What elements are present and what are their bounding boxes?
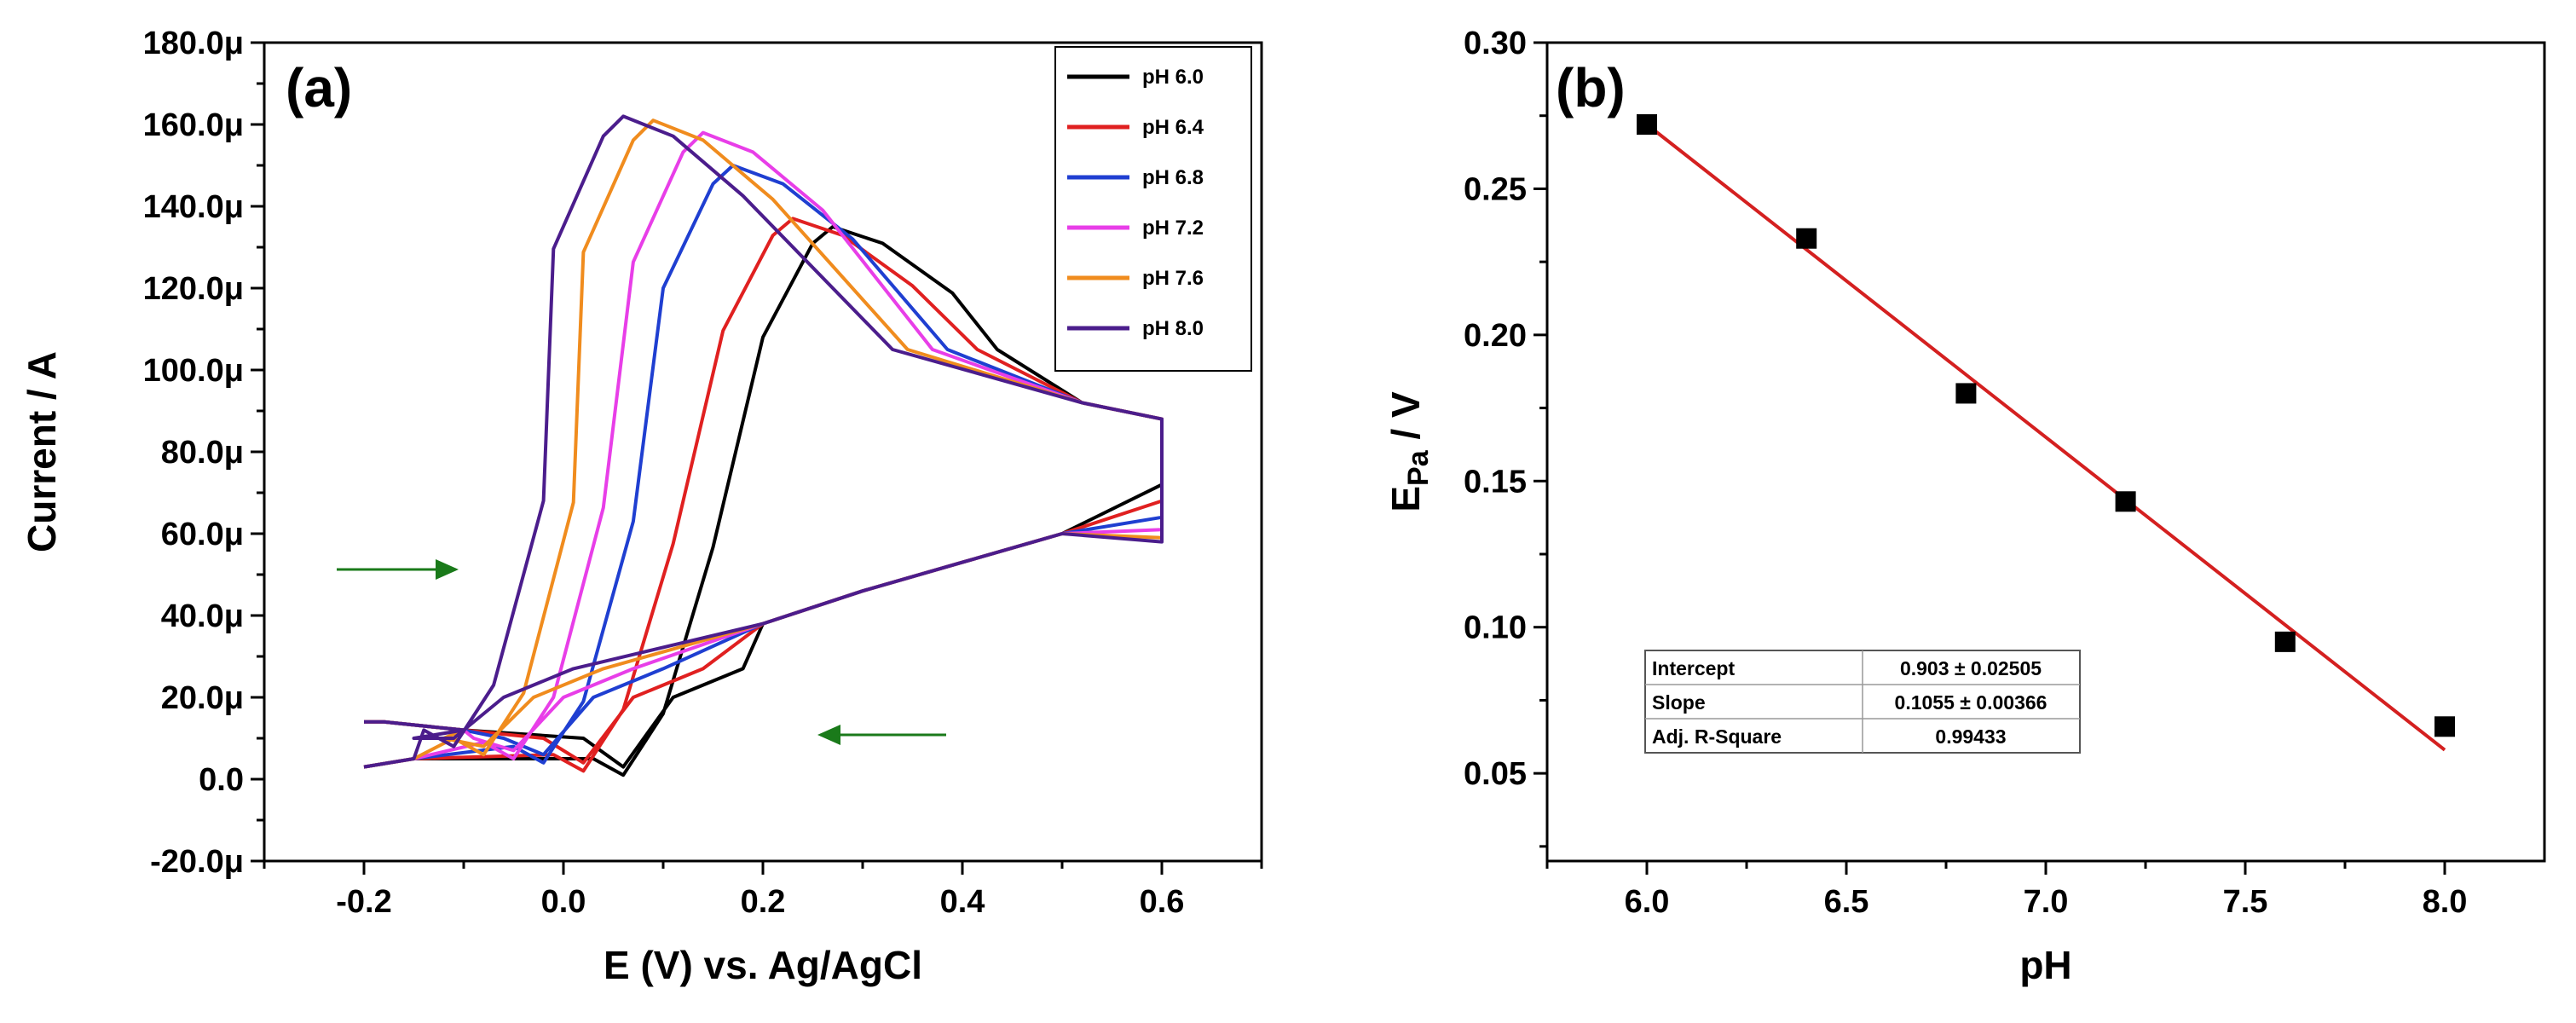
- ylabel-rest: / V: [1383, 391, 1428, 450]
- cv-y-tick-label: -20.0μ: [150, 844, 244, 880]
- cv-y-tick-label: 120.0μ: [143, 271, 244, 307]
- cv-curve-pH-8_0: [363, 114, 1164, 769]
- fit-y-tick-label: 0.25: [1464, 171, 1527, 207]
- cv-chart: -0.2 0.0 0.2 0.4 0.6 -20.0μ 0.0 20.0μ 40.0μ 60.0μ…: [20, 26, 1263, 987]
- legend-entry: pH 7.6: [1142, 267, 1204, 290]
- cv-y-tick-label: 160.0μ: [143, 107, 244, 143]
- fit-row-value-slope: 0.1055 ± 0.00366: [1895, 691, 2048, 714]
- fit-data-points: [1637, 114, 2455, 737]
- legend-entry: pH 6.8: [1142, 166, 1204, 189]
- legend-box: [1054, 46, 1252, 372]
- legend-entry: pH 6.4: [1142, 116, 1204, 139]
- fit-y-axis-label: EPa / V: [1383, 391, 1435, 512]
- cv-x-axis-label: E (V) vs. Ag/AgCl: [604, 943, 922, 987]
- cv-y-tick-label: 60.0μ: [161, 517, 244, 552]
- fit-y-tick-label: 0.20: [1464, 318, 1527, 354]
- panel-label-a: (a): [286, 57, 352, 118]
- data-point: [1955, 383, 1977, 404]
- fit-x-tick-label: 6.5: [1824, 884, 1869, 920]
- pka-fit-chart: 6.0 6.5 7.0 7.5 8.00.050.100.150.200.250.30 …: [1383, 26, 2546, 987]
- fit-x-tick-label: 8.0: [2423, 884, 2468, 920]
- ylabel-subscript: Pa: [1402, 449, 1435, 486]
- data-point: [2115, 491, 2136, 512]
- data-point: [2434, 716, 2455, 737]
- cv-y-tick-label: 0.0: [199, 762, 244, 798]
- fit-row-value-intercept: 0.903 ± 0.02505: [1900, 657, 2042, 679]
- data-point: [1796, 228, 1817, 249]
- cv-curves: [363, 114, 1164, 777]
- cv-curve-pH-6_0: [363, 225, 1164, 777]
- cv-y-tick-label: 40.0μ: [161, 598, 244, 634]
- legend-entry: pH 8.0: [1142, 317, 1204, 340]
- fit-x-tick-label: 6.0: [1625, 884, 1670, 920]
- linear-fit-line: [1645, 123, 2446, 752]
- fit-row-label-slope: Slope: [1652, 691, 1706, 714]
- cv-x-tick-label: -0.2: [336, 884, 391, 920]
- fit-x-axis-label: pH: [2019, 943, 2071, 987]
- fit-y-tick-label: 0.10: [1464, 610, 1527, 646]
- cv-y-tick-label: 180.0μ: [143, 26, 244, 61]
- fit-x-tick-label: 7.0: [2024, 884, 2069, 920]
- legend-entry: pH 6.0: [1142, 66, 1204, 89]
- cv-x-tick-label: 0.0: [541, 884, 586, 920]
- cv-legend: pH 6.0 pH 6.4 pH 6.8 pH 7.2 pH 7.6 pH 8.0: [1054, 46, 1252, 372]
- fit-row-label-r2: Adj. R-Square: [1652, 725, 1782, 748]
- ylabel-main: E: [1383, 486, 1428, 512]
- cv-y-tick-label: 100.0μ: [143, 353, 244, 389]
- fit-x-tick-label: 7.5: [2223, 884, 2268, 920]
- cv-axis-ticks: -0.2 0.0 0.2 0.4 0.6 -20.0μ 0.0 20.0μ 40.0μ 60.0μ…: [143, 26, 1263, 920]
- fit-row-value-r2: 0.99433: [1935, 725, 2006, 748]
- cv-curve-pH-6_4: [363, 217, 1164, 773]
- cv-curve-pH-7_2: [363, 130, 1164, 769]
- fit-row-label-intercept: Intercept: [1652, 657, 1735, 679]
- data-point: [1637, 114, 1657, 135]
- cv-x-tick-label: 0.2: [741, 884, 786, 920]
- fit-axis-ticks: 6.0 6.5 7.0 7.5 8.0 0.05 0.10 0.15 0.20 0.25 0.30: [1464, 26, 2467, 920]
- legend-entry: pH 7.2: [1142, 217, 1204, 240]
- cv-y-tick-label: 20.0μ: [161, 680, 244, 716]
- fit-y-tick-label: 0.30: [1464, 26, 1527, 61]
- cv-y-tick-label: 140.0μ: [143, 189, 244, 225]
- fit-y-tick-label: 0.15: [1464, 464, 1527, 500]
- panel-label-b: (b): [1556, 57, 1626, 118]
- cv-x-tick-label: 0.4: [940, 884, 985, 920]
- fit-y-tick-label: 0.05: [1464, 756, 1527, 792]
- fit-table: Intercept 0.903 ± 0.02505 Slope 0.1055 ±…: [1644, 650, 2081, 754]
- cv-y-tick-label: 80.0μ: [161, 435, 244, 471]
- data-point: [2274, 631, 2296, 652]
- cv-y-axis-label: Current / A: [20, 351, 64, 552]
- cv-x-tick-label: 0.6: [1140, 884, 1185, 920]
